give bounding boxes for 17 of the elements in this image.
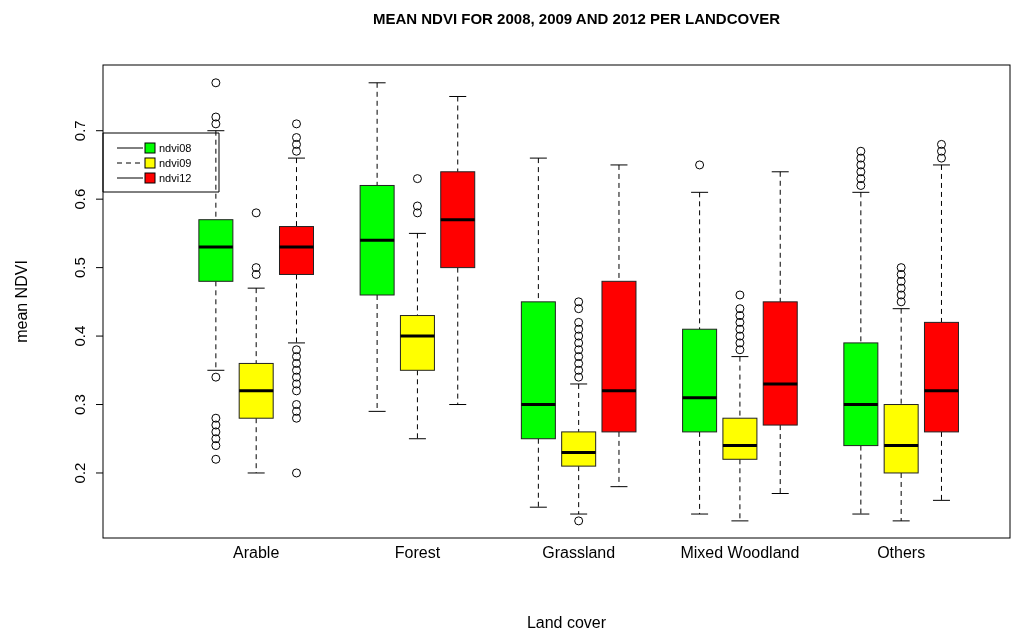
legend-label: ndvi12 bbox=[159, 172, 192, 184]
y-tick-label: 0.3 bbox=[71, 394, 88, 415]
x-tick-label: Mixed Woodland bbox=[680, 544, 800, 561]
legend-label: ndvi09 bbox=[159, 157, 192, 169]
x-tick-label: Others bbox=[877, 544, 926, 561]
legend-label: ndvi08 bbox=[159, 142, 192, 154]
x-tick-label: Forest bbox=[394, 544, 441, 561]
y-tick-label: 0.5 bbox=[71, 257, 88, 279]
y-tick-label: 0.6 bbox=[71, 188, 88, 210]
chart-title: MEAN NDVI FOR 2008, 2009 AND 2012 PER LANDCOVER bbox=[372, 10, 781, 27]
y-tick-label: 0.2 bbox=[71, 462, 88, 484]
x-tick-label: Grassland bbox=[542, 544, 616, 561]
y-tick-label: 0.7 bbox=[71, 120, 88, 142]
x-axis-title: Land cover bbox=[526, 614, 607, 631]
y-tick-label: 0.4 bbox=[71, 325, 88, 347]
x-tick-label: Arable bbox=[233, 544, 280, 561]
y-axis-title: mean NDVI bbox=[13, 260, 30, 343]
